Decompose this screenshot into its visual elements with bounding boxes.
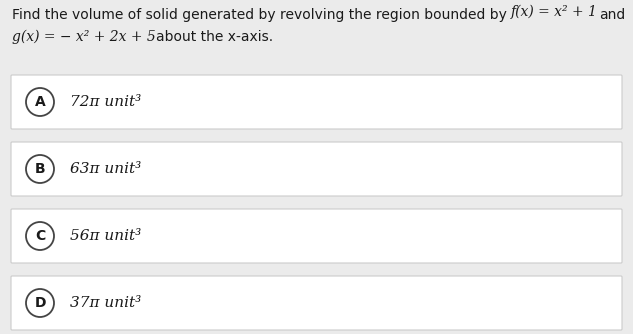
Text: 37π unit³: 37π unit³ <box>70 296 141 310</box>
Text: B: B <box>35 162 46 176</box>
Text: about the x-axis.: about the x-axis. <box>156 30 273 44</box>
FancyBboxPatch shape <box>11 276 622 330</box>
Text: A: A <box>35 95 46 109</box>
Text: and: and <box>599 8 625 22</box>
FancyBboxPatch shape <box>11 142 622 196</box>
Text: 63π unit³: 63π unit³ <box>70 162 141 176</box>
FancyBboxPatch shape <box>11 75 622 129</box>
Text: f(x) = x² + 1: f(x) = x² + 1 <box>511 5 598 19</box>
FancyBboxPatch shape <box>11 209 622 263</box>
Text: 56π unit³: 56π unit³ <box>70 229 141 243</box>
Text: C: C <box>35 229 45 243</box>
Text: 72π unit³: 72π unit³ <box>70 95 141 109</box>
Text: g(x) = − x² + 2x + 5: g(x) = − x² + 2x + 5 <box>12 30 156 44</box>
Text: Find the volume of solid generated by revolving the region bounded by: Find the volume of solid generated by re… <box>12 8 511 22</box>
Text: D: D <box>34 296 46 310</box>
